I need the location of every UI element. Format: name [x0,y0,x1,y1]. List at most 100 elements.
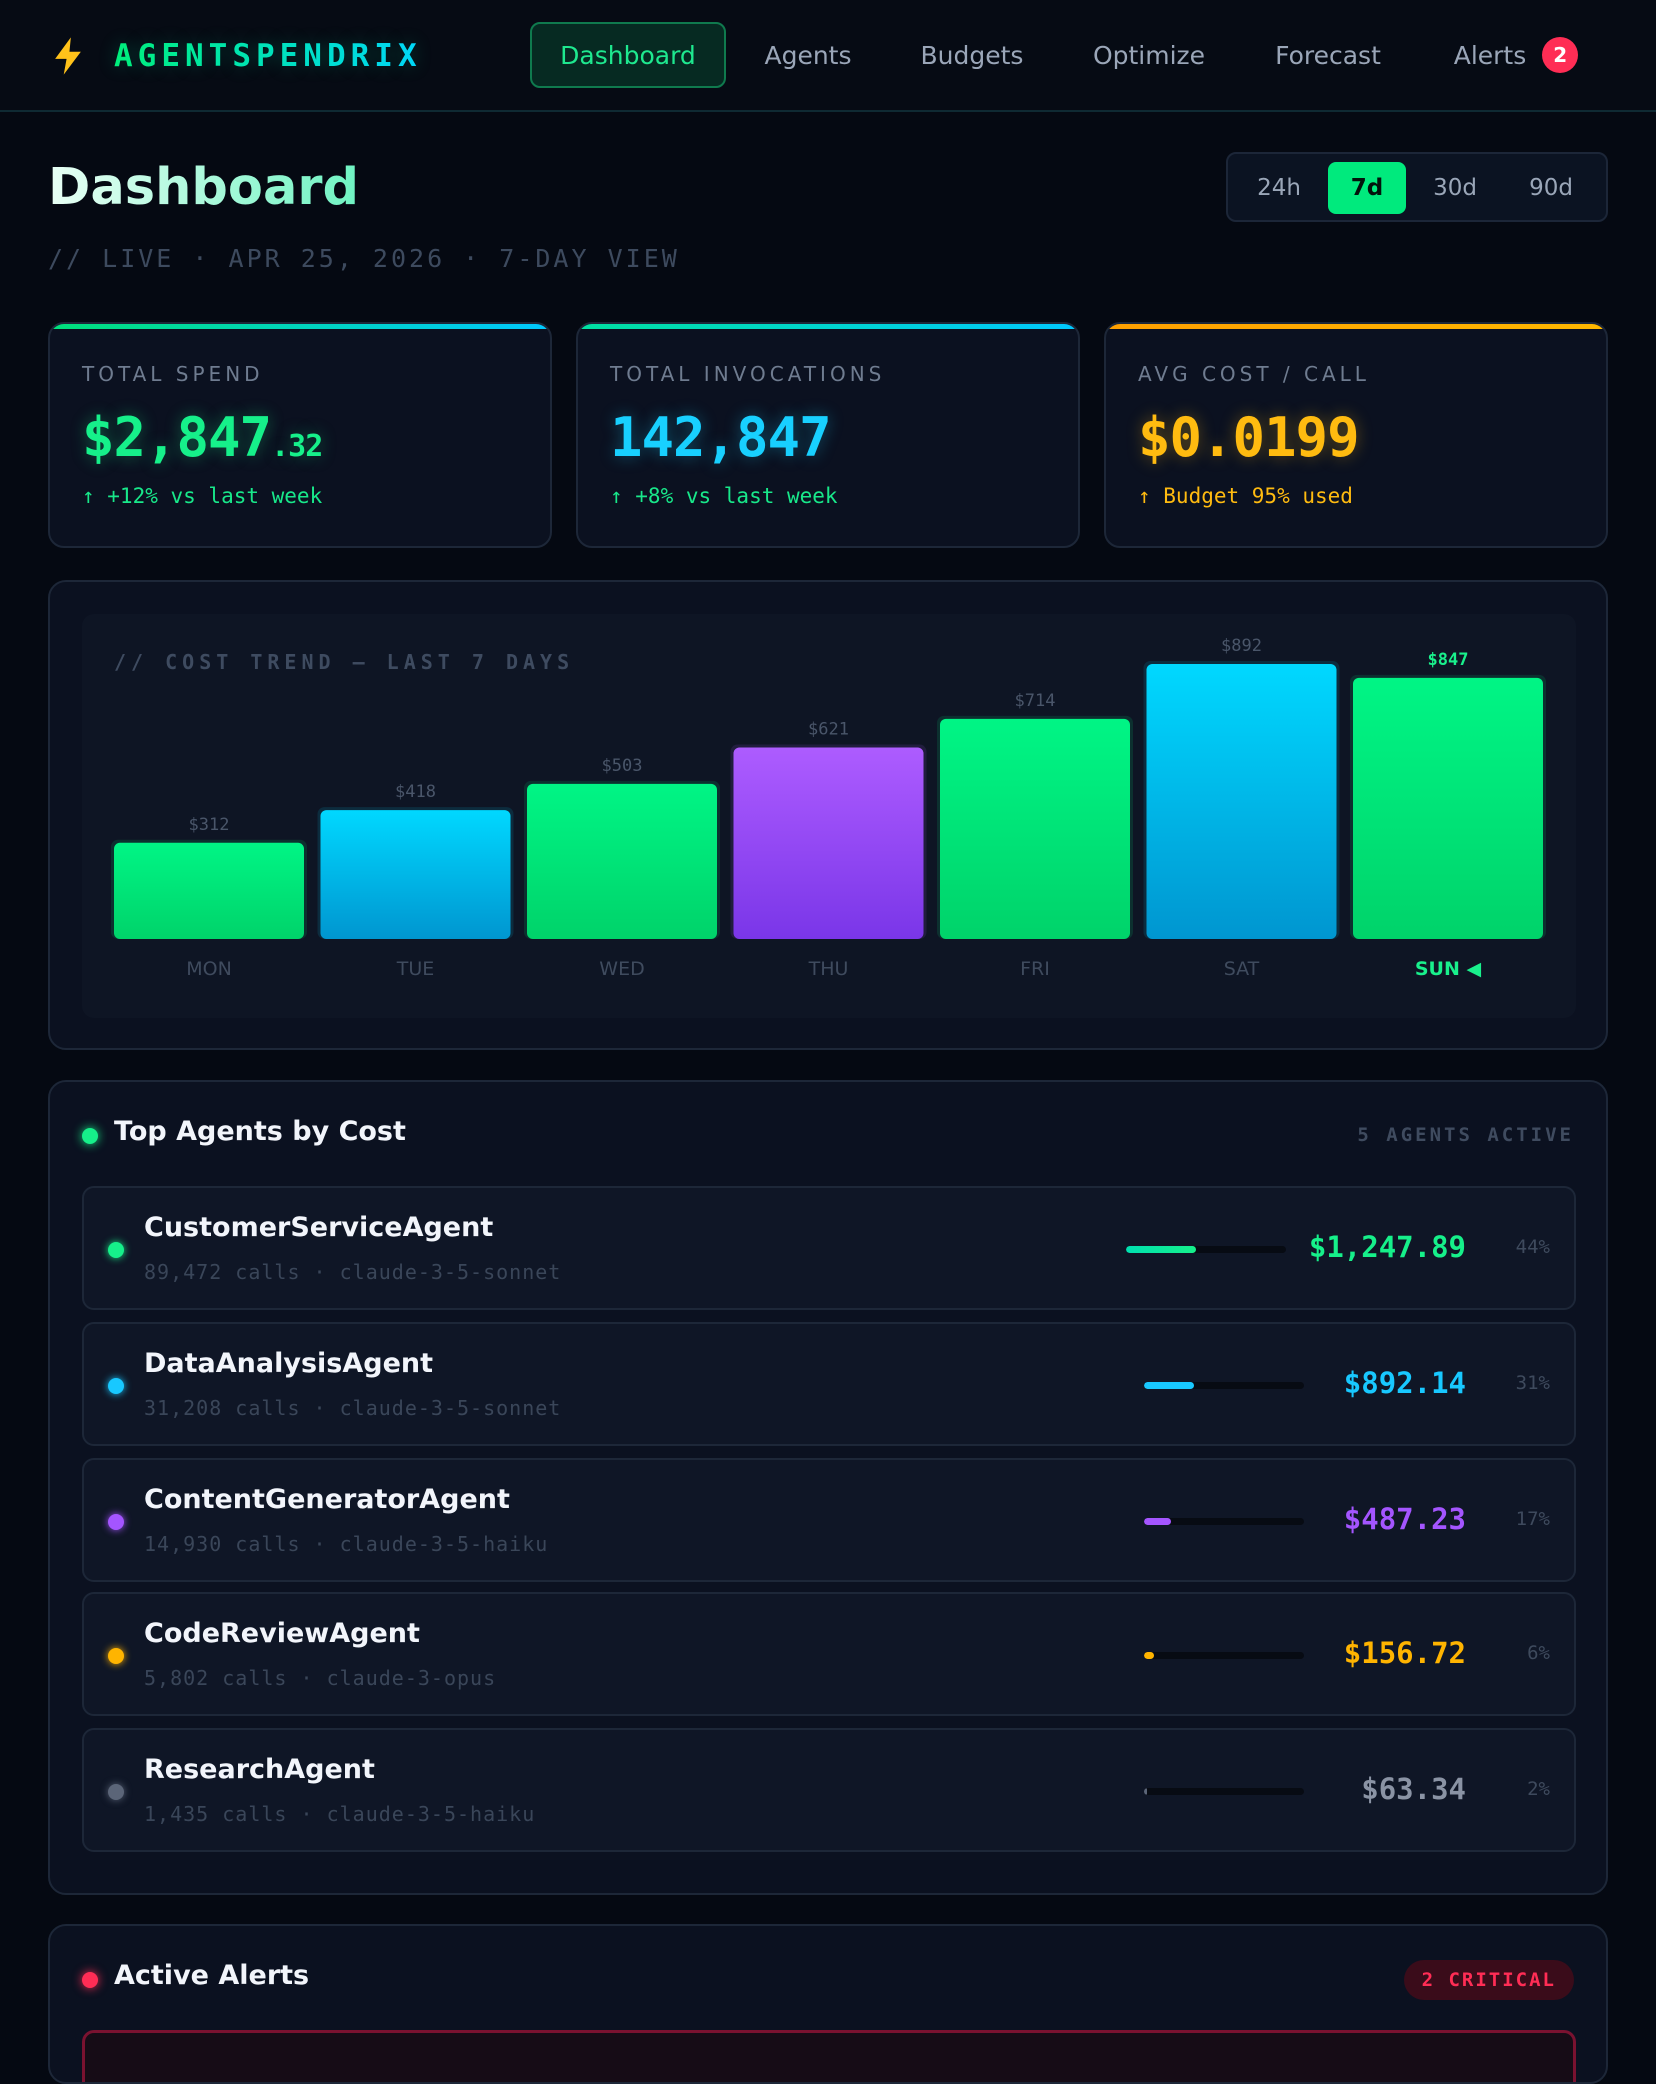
agent-share-fill [1126,1246,1197,1253]
stat-card-avg-cost: AVG COST / CALL $0.0199 ↑ Budget 95% use… [1104,322,1608,548]
agent-share-fill [1144,1652,1154,1659]
nav-tab-label: Forecast [1275,40,1381,70]
agent-percentage: 2% [1527,1778,1550,1800]
stat-label: AVG COST / CALL [1138,362,1370,386]
agent-status-dot [108,1784,124,1800]
agent-name: DataAnalysisAgent [144,1348,434,1379]
chart-category-label: TUE [396,958,435,980]
stat-value-cents: .32 [271,429,323,464]
range-option-24h[interactable]: 24h [1257,175,1301,201]
nav-tab-alerts[interactable]: Alerts 2 [1436,22,1596,88]
agent-share-bar [1144,1382,1304,1389]
agent-row[interactable]: CustomerServiceAgent 89,472 calls · claud… [82,1186,1576,1310]
agent-row[interactable]: ResearchAgent 1,435 calls · claude-3-5-ha… [82,1728,1576,1852]
chart-value-label: $714 [1015,691,1056,711]
stat-value: $2,847.32 [82,406,323,469]
chart-value-label: $892 [1221,636,1262,656]
agent-cost: $487.23 [1343,1502,1466,1536]
brand-name: AGENTSPENDRIX [114,38,422,74]
agent-share-fill [1144,1518,1172,1525]
agent-status-dot [108,1242,124,1258]
agent-share-bar [1144,1518,1304,1525]
chart-value-label: $503 [602,756,643,776]
stat-value-main: $2,847 [82,406,272,469]
agent-cost: $892.14 [1343,1366,1466,1400]
agent-share-fill [1144,1788,1148,1795]
agent-share-bar [1144,1652,1304,1659]
nav-tab-label: Dashboard [560,40,696,70]
page-subtitle: // LIVE · APR 25, 2026 · 7-DAY VIEW [48,244,680,273]
cost-trend-bar-chart: $312 MON $418 TUE $503 WED $621 THU $714 FRI $892 S… [111,636,1546,980]
agent-meta: 31,208 calls · claude-3-5-sonnet [144,1396,562,1420]
agent-name: ContentGeneratorAgent [144,1484,510,1515]
chart-category-label: SAT [1224,958,1260,980]
cost-trend-panel: $312 MON $418 TUE $503 WED $621 THU $714 FRI $892 S… [48,580,1608,1050]
live-status-dot [82,1128,98,1144]
agents-count-label: 5 AGENTS ACTIVE [1357,1124,1574,1146]
panel-title: Top Agents by Cost [114,1116,406,1147]
agent-cost: $1,247.89 [1308,1230,1466,1264]
chart-category-label: SUN ◀ [1415,958,1482,980]
chart-bar-sat[interactable] [1146,664,1337,939]
agent-name: ResearchAgent [144,1754,375,1785]
agent-cost: $156.72 [1343,1636,1466,1670]
agent-row[interactable]: CodeReviewAgent 5,802 calls · claude-3-op… [82,1592,1576,1716]
agent-percentage: 17% [1515,1508,1550,1530]
agent-status-dot [108,1648,124,1664]
agent-name: CustomerServiceAgent [144,1212,494,1243]
chart-value-label: $418 [395,782,436,802]
page-title: Dashboard [48,158,360,217]
agent-row[interactable]: ContentGeneratorAgent 14,930 calls · clau… [82,1458,1576,1582]
agent-meta: 5,802 calls · claude-3-opus [144,1666,497,1690]
nav-tab-dashboard[interactable]: Dashboard [530,22,726,88]
alerts-count-badge: 2 [1542,37,1579,73]
chart-bar-wed[interactable] [527,783,717,939]
chart-category-label: WED [599,958,644,980]
range-option-90d[interactable]: 90d [1529,175,1573,201]
cost-trend-chart: $312 MON $418 TUE $503 WED $621 THU $714 FRI $892 S… [82,614,1576,1018]
chart-value-label: $312 [189,815,230,835]
agent-cost: $63.34 [1361,1772,1466,1806]
lightning-bolt-icon [55,37,81,75]
agent-status-dot [108,1514,124,1530]
agent-meta: 14,930 calls · claude-3-5-haiku [144,1532,549,1556]
chart-value-label: $621 [808,720,849,740]
chart-bar-fri[interactable] [940,718,1130,939]
range-option-30d[interactable]: 30d [1433,175,1477,201]
nav-tab-label: Alerts [1453,40,1527,70]
agent-row[interactable]: DataAnalysisAgent 31,208 calls · claude-3… [82,1322,1576,1446]
chart-bar-sun[interactable] [1353,677,1543,939]
nav-tab-forecast[interactable]: Forecast [1256,22,1400,88]
stat-value-main: 142,847 [610,406,832,469]
nav-tab-agents[interactable]: Agents [746,22,870,88]
nav-tab-label: Budgets [920,40,1024,70]
stat-value-main: $0.0199 [1138,406,1360,469]
agent-share-bar [1144,1788,1304,1795]
chart-bar-thu[interactable] [733,747,924,939]
chart-bar-tue[interactable] [320,810,511,939]
chart-bar-mon[interactable] [114,842,304,939]
stat-card-total-spend: TOTAL SPEND $2,847.32 ↑ +12% vs last wee… [48,322,552,548]
stat-change: ↑ +12% vs last week [82,484,323,508]
stat-label: TOTAL SPEND [82,362,264,386]
chart-category-label: MON [186,958,232,980]
agent-meta: 89,472 calls · claude-3-5-sonnet [144,1260,562,1284]
stat-value: $0.0199 [1138,406,1360,469]
top-navigation-bar: AGENTSPENDRIX Dashboard Agents Budgets O… [0,0,1656,112]
alert-item[interactable] [82,2030,1576,2082]
nav-tab-optimize[interactable]: Optimize [1076,22,1222,88]
agent-status-dot [108,1378,124,1394]
agent-percentage: 31% [1515,1372,1550,1394]
critical-count-badge: 2 CRITICAL [1403,1960,1574,2000]
nav-tab-label: Agents [764,40,852,70]
agent-percentage: 6% [1527,1642,1550,1664]
range-option-7d[interactable]: 7d [1328,162,1406,214]
stat-label: TOTAL INVOCATIONS [610,362,886,386]
brand-logo[interactable]: AGENTSPENDRIX [50,34,422,78]
nav-tab-budgets[interactable]: Budgets [900,22,1044,88]
stat-value: 142,847 [610,406,832,469]
stat-card-total-invocations: TOTAL INVOCATIONS 142,847 ↑ +8% vs last … [576,322,1080,548]
agent-share-bar [1126,1246,1286,1253]
active-alerts-panel: Active Alerts 2 CRITICAL [48,1924,1608,2084]
panel-title: Active Alerts [114,1960,310,1991]
